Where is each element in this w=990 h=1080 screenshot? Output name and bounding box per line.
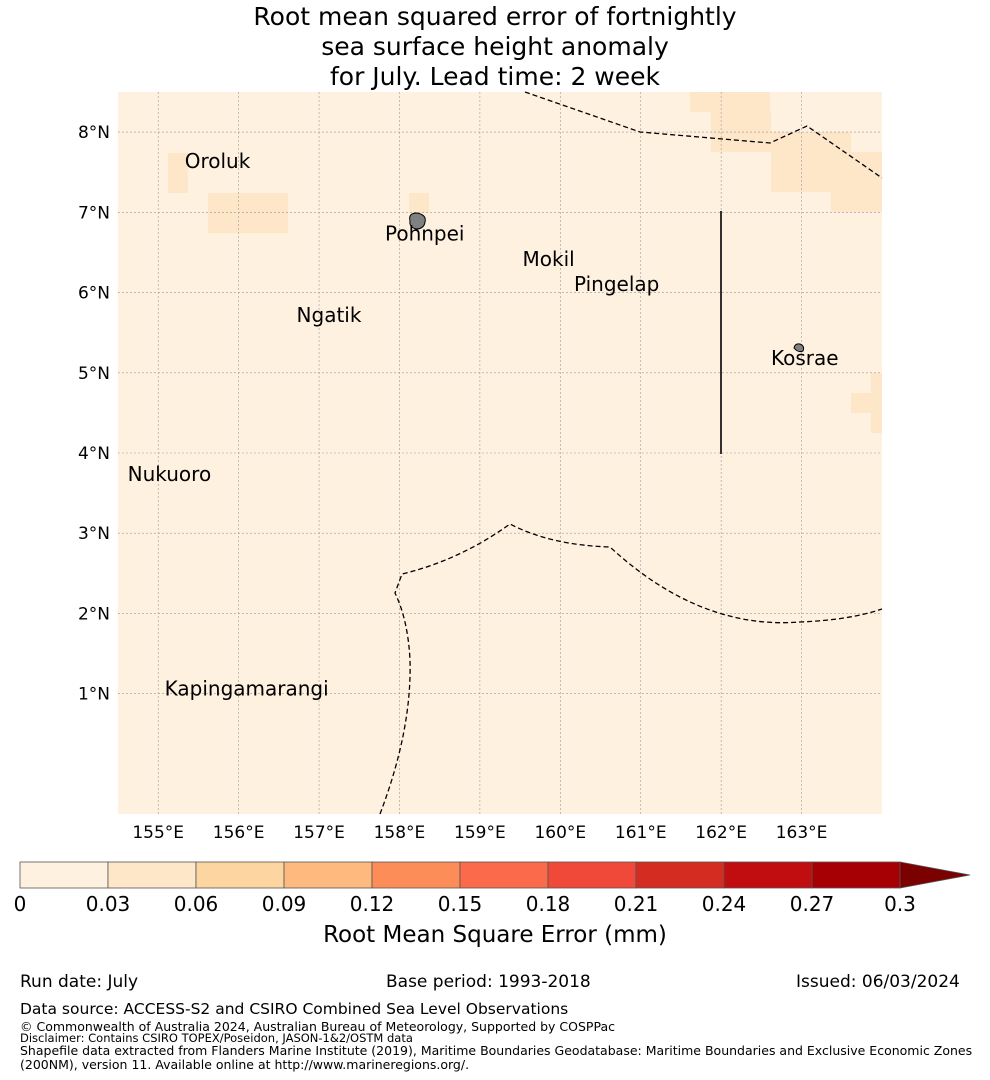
run-date: Run date: July xyxy=(20,972,139,992)
colorbar-tick-label: 0.12 xyxy=(349,892,395,916)
lon-tick-label: 162°E xyxy=(695,823,747,843)
colorbar-label: Root Mean Square Error (mm) xyxy=(323,922,667,948)
lat-tick-label: 5°N xyxy=(78,364,110,384)
colorbar-segment xyxy=(635,861,725,889)
rmse-cell xyxy=(168,153,188,193)
pohnpei-island xyxy=(409,212,426,230)
shapefile-text-1: Shapefile data extracted from Flanders M… xyxy=(20,1043,973,1058)
lat-tick-label: 3°N xyxy=(78,524,110,544)
lon-tick-label: 161°E xyxy=(615,823,667,843)
colorbar-tick-label: 0.21 xyxy=(613,892,659,916)
place-label: Mokil xyxy=(523,247,575,271)
rmse-cell xyxy=(690,92,770,112)
rmse-cell xyxy=(409,193,429,213)
rmse-cell xyxy=(208,193,288,233)
lon-tick-label: 155°E xyxy=(132,823,184,843)
eez-boundary-north xyxy=(524,91,883,179)
colorbar-tick-label: 0.09 xyxy=(261,892,307,916)
title-line-2: sea surface height anomaly xyxy=(321,32,669,61)
colorbar-segment xyxy=(547,861,637,889)
colorbar-tick-label: 0.3 xyxy=(884,892,916,916)
copyright-text: © Commonwealth of Australia 2024, Austra… xyxy=(20,1019,615,1034)
lon-tick-label: 156°E xyxy=(213,823,265,843)
colorbar-tick-label: 0.06 xyxy=(173,892,219,916)
colorbar-segment xyxy=(459,861,549,889)
title-line-3: for July. Lead time: 2 week xyxy=(329,62,660,91)
colorbar-extend-arrow xyxy=(899,861,971,889)
shapefile-text-2: (200NM), version 11. Available online at… xyxy=(20,1057,470,1072)
colorbar-segment xyxy=(283,861,373,889)
place-label: Kapingamarangi xyxy=(165,676,329,700)
colorbar-segment xyxy=(195,861,285,889)
disclaimer-text: Disclaimer: Contains CSIRO TOPEX/Poseido… xyxy=(20,1031,413,1045)
place-label: Pingelap xyxy=(574,272,659,296)
kosrae-island xyxy=(793,343,805,353)
colorbar-segment xyxy=(371,861,461,889)
map-title: Root mean squared error of fortnightly s… xyxy=(0,2,990,92)
lat-tick-label: 8°N xyxy=(78,123,110,143)
colorbar-segment xyxy=(811,861,901,889)
issued-date: Issued: 06/03/2024 xyxy=(796,972,960,992)
place-label: Pohnpei xyxy=(385,221,465,245)
lon-tick-label: 159°E xyxy=(454,823,506,843)
colorbar-tick-label: 0.03 xyxy=(85,892,131,916)
place-label: Kosrae xyxy=(771,346,839,370)
lat-tick-label: 6°N xyxy=(78,284,110,304)
colorbar-tick-label: 0.24 xyxy=(701,892,747,916)
lat-tick-label: 1°N xyxy=(78,685,110,705)
colorbar-tick-label: 0.18 xyxy=(525,892,571,916)
colorbar-segment xyxy=(107,861,197,889)
place-label: Ngatik xyxy=(297,303,362,327)
lon-tick-label: 163°E xyxy=(776,823,828,843)
place-label: Oroluk xyxy=(185,149,251,173)
lon-tick-label: 160°E xyxy=(534,823,586,843)
lat-tick-label: 4°N xyxy=(78,444,110,464)
colorbar-tick-label: 0.15 xyxy=(437,892,483,916)
colorbar-segment xyxy=(723,861,813,889)
lon-tick-label: 158°E xyxy=(374,823,426,843)
lat-tick-label: 7°N xyxy=(78,203,110,223)
rmse-cell xyxy=(851,172,882,192)
place-label: Nukuoro xyxy=(128,462,212,486)
colorbar xyxy=(19,861,971,889)
eez-boundary-south xyxy=(379,523,883,815)
colorbar-segment xyxy=(19,861,109,889)
lon-tick-label: 157°E xyxy=(293,823,345,843)
base-period: Base period: 1993-2018 xyxy=(386,972,591,992)
rmse-cell xyxy=(851,393,882,413)
lat-tick-label: 2°N xyxy=(78,604,110,624)
title-line-1: Root mean squared error of fortnightly xyxy=(253,2,737,31)
colorbar-tick-label: 0 xyxy=(13,892,27,916)
data-source: Data source: ACCESS-S2 and CSIRO Combine… xyxy=(20,1000,569,1018)
colorbar-tick-label: 0.27 xyxy=(789,892,835,916)
